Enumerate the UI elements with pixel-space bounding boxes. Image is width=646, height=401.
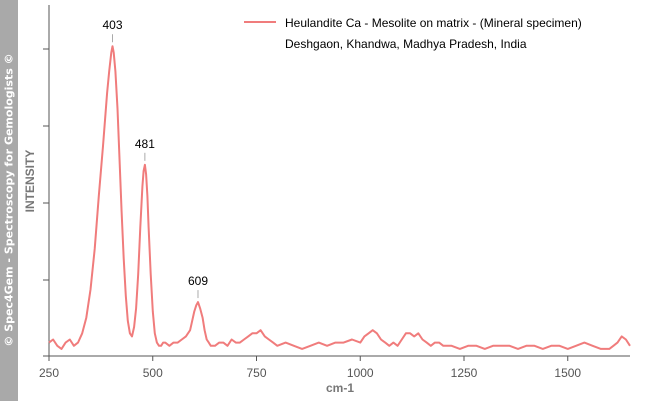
x-axis-title: cm-1 — [326, 381, 354, 395]
peak-label: 609 — [188, 274, 208, 288]
x-tick-label: 1500 — [554, 366, 581, 380]
peak-label: 481 — [135, 137, 155, 151]
x-tick-label: 1250 — [451, 366, 478, 380]
legend-label-line1: Heulandite Ca - Mesolite on matrix - (Mi… — [285, 16, 582, 30]
series-line-spectrum — [48, 45, 631, 350]
x-tick-label: 250 — [39, 366, 59, 380]
x-tick-label: 500 — [143, 366, 163, 380]
y-axis-title: INTENSITY — [23, 150, 37, 213]
legend-label-line2: Deshgaon, Khandwa, Madhya Pradesh, India — [285, 37, 527, 51]
x-tick-label: 750 — [246, 366, 266, 380]
x-tick-label: 1000 — [347, 366, 374, 380]
peak-label: 403 — [102, 18, 122, 32]
watermark-strip: © Spec4Gem - Spectroscopy for Gemologist… — [0, 0, 18, 401]
